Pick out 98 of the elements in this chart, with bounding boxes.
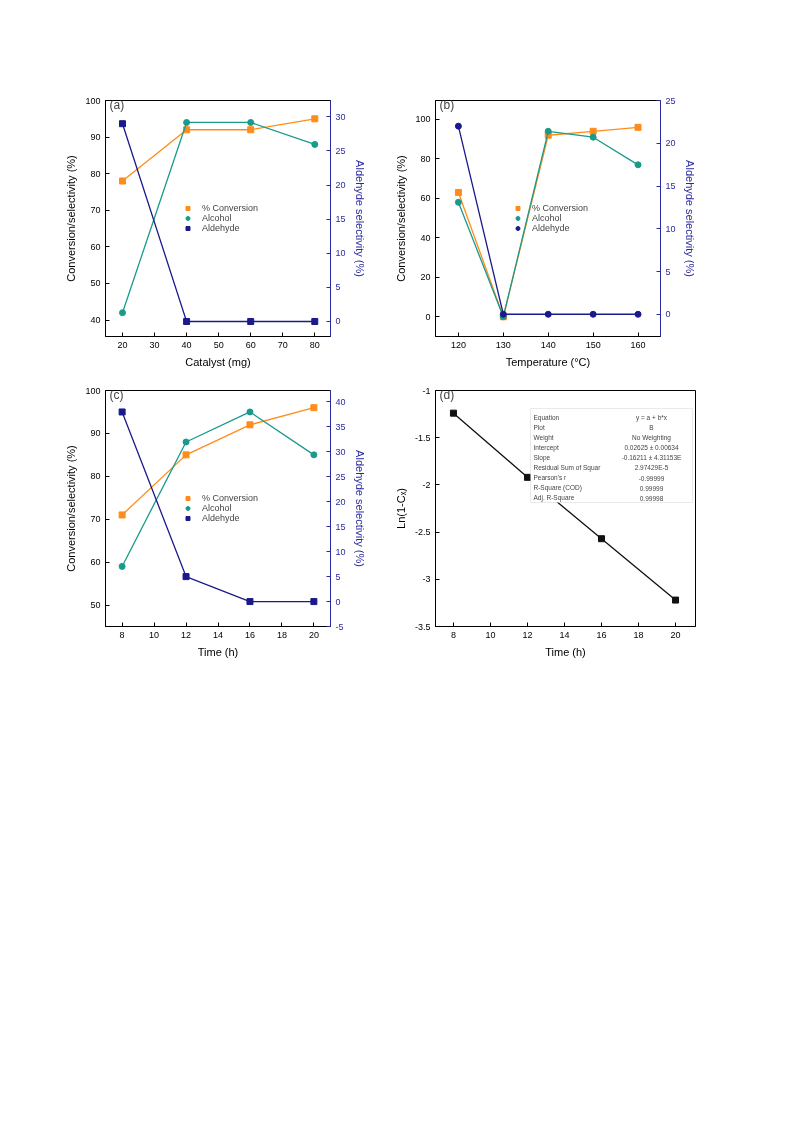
y2-tick-label: 5 (335, 571, 341, 582)
x-tick-label: 30 (149, 339, 160, 350)
y-tick-label: 80 (90, 168, 101, 179)
x-axis-title: Time (h) (197, 645, 239, 658)
y2-tick-label: 35 (335, 421, 346, 432)
legend-label: Alcohol (531, 213, 562, 223)
y-tick-label: 50 (90, 600, 101, 611)
x-tick-label: 8 (119, 629, 125, 640)
y-tick-label: 80 (90, 471, 101, 482)
y2-tick-label: 10 (665, 223, 676, 234)
x-tick-label: 70 (277, 339, 288, 350)
y2-tick-label: 25 (665, 95, 676, 106)
x-tick-label: 160 (630, 339, 646, 350)
y-tick-label: -3.5 (414, 621, 431, 632)
y2-tick-label: 30 (335, 111, 346, 122)
x-tick-label: 20 (670, 629, 681, 640)
y-axis-title: Ln(1-Cₓ) (394, 488, 407, 529)
y-tick-label: 100 (85, 95, 101, 106)
x-tick-label: 20 (117, 339, 128, 350)
y2-tick-label: 30 (335, 446, 346, 457)
x-tick-label: 16 (244, 629, 255, 640)
y2-tick-label: 40 (335, 396, 346, 407)
y2-tick-label: 0 (665, 309, 671, 320)
legend-label: % Conversion (531, 203, 589, 213)
y-axis-title: Conversion/selectivity (%) (395, 155, 408, 282)
x-tick-label: 40 (181, 339, 192, 350)
y-tick-label: 20 (420, 272, 431, 283)
y2-tick-label: 15 (335, 521, 346, 532)
x-tick-label: 120 (450, 339, 466, 350)
y-tick-label: -2 (422, 479, 431, 490)
y-tick-label: 70 (90, 514, 101, 525)
y-tick-label: -3 (422, 574, 431, 585)
x-tick-label: 10 (485, 629, 496, 640)
y2-tick-label: 20 (335, 496, 346, 507)
y2-tick-label: 5 (335, 282, 341, 293)
annotation: (a) (109, 97, 125, 112)
y2-tick-label: 20 (335, 180, 346, 191)
annotation: (b) (439, 97, 455, 112)
x-tick-label: 50 (213, 339, 224, 350)
x-axis-title: Temperature (°C) (505, 355, 591, 368)
x-tick-label: 14 (212, 629, 224, 640)
y2-tick-label: 10 (335, 546, 346, 557)
y2-axis-title: Aldehyde selectivity (%) (683, 160, 696, 277)
x-tick-label: 18 (276, 629, 287, 640)
y-tick-label: -2.5 (414, 527, 431, 538)
legend-label: Alcohol (201, 213, 232, 223)
y-tick-label: 70 (90, 205, 101, 216)
y-tick-label: 100 (85, 385, 101, 396)
y2-tick-label: 5 (665, 266, 671, 277)
y2-axis-title: Aldehyde selectivity (%) (353, 450, 366, 567)
y2-tick-label: 15 (335, 214, 346, 225)
legend-label: % Conversion (201, 203, 259, 213)
y2-tick-label: 20 (665, 138, 676, 149)
y-tick-label: 60 (90, 241, 101, 252)
y-tick-label: -1 (422, 385, 431, 396)
y2-tick-label: 25 (335, 471, 346, 482)
y-tick-label: 40 (90, 315, 101, 326)
x-tick-label: 60 (245, 339, 256, 350)
legend-label: Aldehyde (531, 223, 570, 233)
x-axis-title: Time (h) (545, 645, 586, 658)
legend-label: % Conversion (201, 493, 259, 503)
x-tick-label: 8 (450, 629, 456, 640)
x-tick-label: 12 (522, 629, 533, 640)
x-tick-label: 140 (540, 339, 556, 350)
x-tick-label: 130 (495, 339, 511, 350)
x-tick-label: 150 (585, 339, 601, 350)
x-tick-label: 80 (309, 339, 320, 350)
legend-label: Aldehyde (201, 513, 240, 523)
x-tick-label: 16 (596, 629, 607, 640)
y-tick-label: 60 (90, 557, 101, 568)
y-axis-title: Conversion/selectivity (%) (65, 445, 78, 572)
x-tick-label: 20 (308, 629, 319, 640)
annotation: (d) (439, 387, 455, 402)
x-axis-title: Catalyst (mg) (185, 355, 251, 368)
x-tick-label: 14 (559, 629, 570, 640)
y-tick-label: 80 (420, 153, 431, 164)
y-tick-label: 50 (90, 278, 101, 289)
y2-tick-label: 0 (335, 596, 341, 607)
x-tick-label: 10 (149, 629, 160, 640)
y-axis-title: Conversion/selectivity (%) (65, 155, 78, 282)
y-tick-label: 90 (90, 132, 101, 143)
y2-tick-label: -5 (335, 621, 344, 632)
y2-tick-label: 25 (335, 145, 346, 156)
y-tick-label: 90 (90, 428, 101, 439)
x-tick-label: 18 (633, 629, 644, 640)
annotation: (c) (109, 387, 124, 402)
y-tick-label: -1.5 (414, 432, 431, 443)
y-tick-label: 60 (420, 193, 431, 204)
y-tick-label: 0 (425, 311, 431, 322)
y2-axis-title: Aldehyde selectivity (%) (353, 160, 366, 277)
legend-label: Aldehyde (201, 223, 240, 233)
y-tick-label: 40 (420, 232, 431, 243)
y2-tick-label: 10 (335, 248, 346, 259)
y2-tick-label: 15 (665, 181, 676, 192)
y2-tick-label: 0 (335, 316, 341, 327)
x-tick-label: 12 (181, 629, 192, 640)
legend-label: Alcohol (201, 503, 232, 513)
y-tick-label: 100 (415, 114, 431, 125)
